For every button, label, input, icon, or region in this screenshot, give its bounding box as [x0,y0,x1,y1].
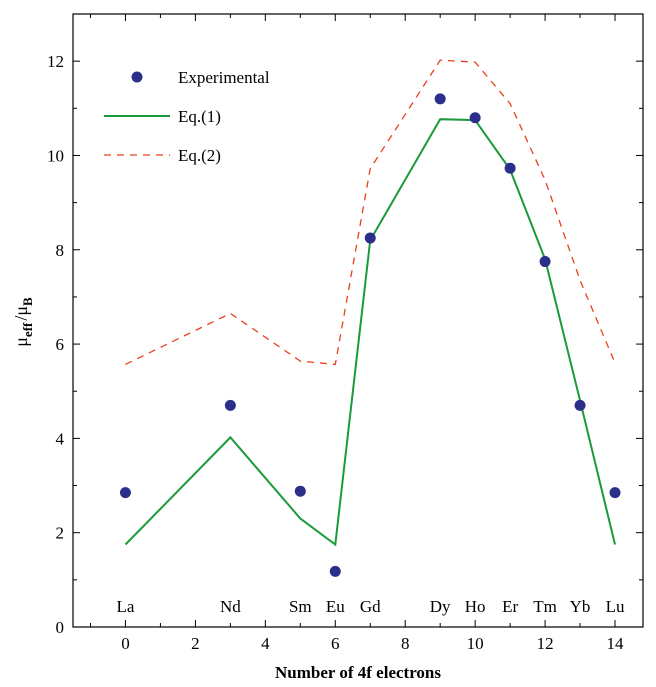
y-axis-title: μeff/μB [11,297,35,347]
y-tick-label: 8 [56,241,65,260]
x-ticks: 0 2 4 6 8 10 12 14 [89,14,625,653]
experimental-point [504,162,516,174]
element-label: Sm [289,597,312,616]
element-label: Gd [360,597,381,616]
x-tick-label: 14 [607,634,625,653]
y-tick-label: 2 [56,524,65,543]
experimental-point [539,256,551,268]
experimental-point [224,399,236,411]
experimental-point [574,399,586,411]
experimental-point [364,232,376,244]
element-label: Dy [430,597,451,616]
element-label: Eu [326,597,345,616]
legend-marker-experimental [131,71,143,83]
series-markers [119,93,621,577]
experimental-point [434,93,446,105]
x-tick-label: 4 [261,634,270,653]
y-tick-label: 0 [56,618,65,637]
element-label: Er [502,597,518,616]
x-tick-label: 2 [191,634,200,653]
plot-frame [72,13,644,628]
element-labels: La Nd Sm Eu Gd Dy Ho Er Tm Yb Lu [116,597,624,616]
y-tick-label: 12 [47,52,64,71]
eq1-line [124,118,616,547]
experimental-point [469,112,481,124]
y-axis-title-sub-eff: eff [20,322,35,337]
legend: Experimental Eq.(1) Eq.(2) [104,68,270,165]
element-label: Tm [533,597,557,616]
y-tick-label: 10 [47,146,64,165]
x-tick-label: 0 [121,634,130,653]
x-tick-label: 12 [537,634,554,653]
y-axis-title-mu: μ [11,337,31,347]
element-label: La [116,597,134,616]
eq2-line [125,59,616,366]
y-tick-label: 4 [56,429,65,448]
experimental-point [329,565,341,577]
x-tick-label: 10 [467,634,484,653]
experimental-point [294,485,306,497]
series-lines [124,59,616,547]
experimental-point [119,487,131,499]
x-tick-label: 8 [401,634,410,653]
x-axis-title: Number of 4f electrons [275,663,441,682]
element-label: Lu [606,597,625,616]
legend-label-eq1: Eq.(1) [178,107,221,126]
y-axis-title-slash: / [11,316,31,321]
legend-label-experimental: Experimental [178,68,270,87]
experimental-point [609,487,621,499]
y-axis-title-mu-b: μ [11,306,31,316]
y-tick-label: 6 [56,335,65,354]
y-axis-title-sub-b: B [20,297,35,306]
x-tick-label: 6 [331,634,340,653]
element-label: Nd [220,597,241,616]
legend-label-eq2: Eq.(2) [178,146,221,165]
element-label: Ho [465,597,486,616]
element-label: Yb [570,597,591,616]
y-ticks: 0 2 4 6 8 10 12 [47,13,643,637]
